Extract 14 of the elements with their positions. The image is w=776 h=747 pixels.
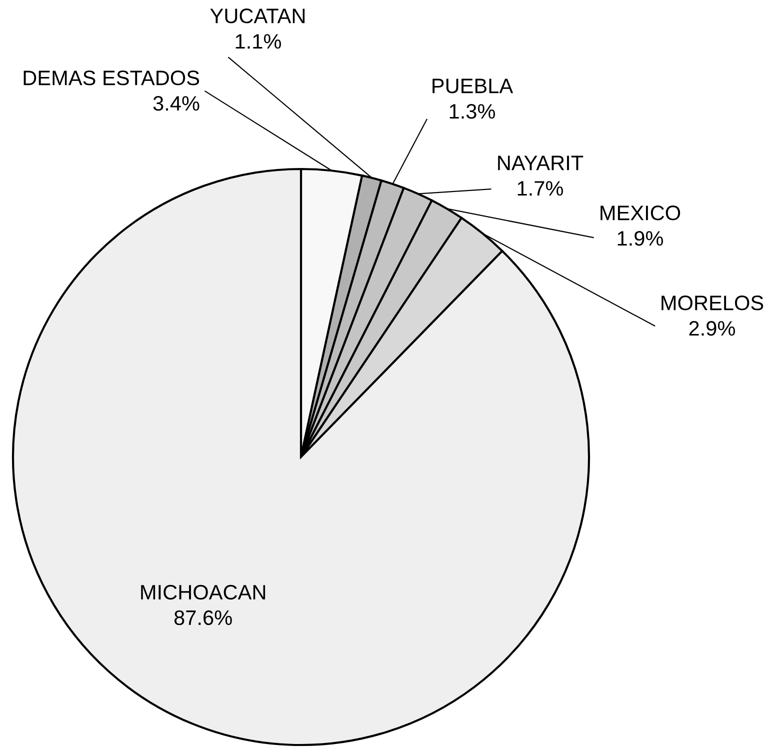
slice-label: YUCATAN	[210, 8, 305, 24]
data-label: 2.9%	[689, 321, 736, 336]
data-label: 1.1%	[236, 34, 282, 49]
data-label: 1.9%	[618, 231, 664, 246]
slice-label: DEMAS ESTADOS	[24, 70, 200, 86]
data-label: 87.6%	[174, 610, 232, 626]
slice-label: NAYARIT	[498, 156, 584, 170]
data-label: 1.3%	[450, 104, 496, 119]
slice-label: MEXICO	[600, 206, 680, 220]
slice-label: MICHOACAN	[141, 584, 266, 600]
slice-label: PUEBLA	[432, 78, 514, 94]
data-label: 1.7%	[518, 181, 564, 196]
slice-label: MORELOS	[662, 296, 764, 310]
data-label: 3.4%	[153, 96, 200, 111]
